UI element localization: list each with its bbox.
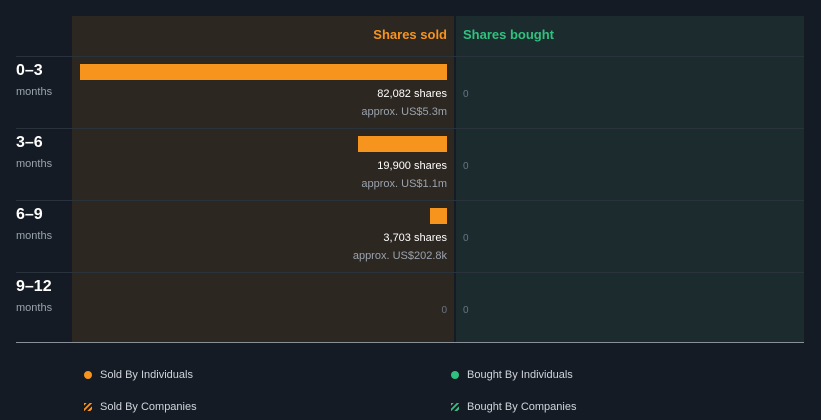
- sold-bar: [80, 64, 447, 80]
- bought-zero-label: 0: [463, 305, 469, 316]
- period-label: 9–12: [16, 278, 52, 295]
- legend-sold-companies: Sold By Companies: [100, 401, 197, 413]
- shares-label: 82,082 shares: [377, 88, 447, 100]
- shares-label: 19,900 shares: [377, 160, 447, 172]
- period-unit: months: [16, 158, 53, 170]
- legend-bought-companies: Bought By Companies: [467, 401, 577, 413]
- row-divider: [16, 200, 804, 201]
- legend-bought-individuals: Bought By Individuals: [467, 369, 573, 381]
- approx-value-label: approx. US$5.3m: [361, 106, 447, 118]
- legend-sold-individuals: Sold By Individuals: [100, 369, 193, 381]
- row-divider: [16, 56, 804, 57]
- bought-panel: [456, 16, 804, 342]
- row-divider: [16, 272, 804, 273]
- bought-zero-label: 0: [463, 89, 469, 100]
- bought-individuals-legend-marker: [451, 371, 459, 379]
- sold-bar: [358, 136, 447, 152]
- shares-label: 3,703 shares: [383, 232, 447, 244]
- sold-zero-label: 0: [441, 305, 447, 316]
- sold-companies-legend-marker: [84, 403, 92, 411]
- bought-zero-label: 0: [463, 161, 469, 172]
- bought-companies-legend-marker: [451, 403, 459, 411]
- baseline: [16, 342, 804, 343]
- approx-value-label: approx. US$202.8k: [352, 250, 447, 262]
- period-label: 3–6: [16, 134, 43, 151]
- period-label: 6–9: [16, 206, 43, 223]
- sold-individuals-legend-marker: [84, 371, 92, 379]
- period-label: 0–3: [16, 62, 43, 79]
- period-unit: months: [16, 302, 53, 314]
- approx-value-label: approx. US$1.1m: [361, 178, 447, 190]
- row-divider: [16, 128, 804, 129]
- sold-bar: [430, 208, 447, 224]
- bought-zero-label: 0: [463, 233, 469, 244]
- sold-column-header: Shares sold: [373, 27, 447, 42]
- period-unit: months: [16, 230, 53, 242]
- bought-column-header: Shares bought: [463, 27, 555, 42]
- period-unit: months: [16, 86, 53, 98]
